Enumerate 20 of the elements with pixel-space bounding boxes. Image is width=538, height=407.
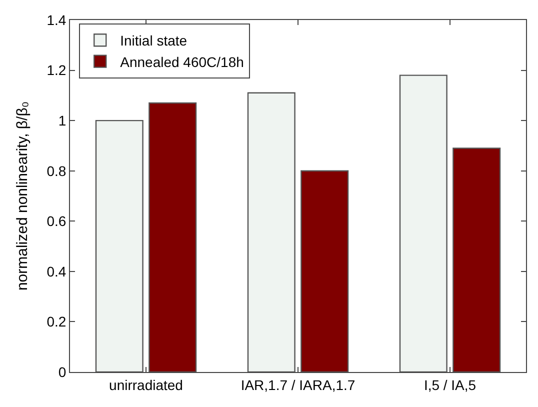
y-tick-label: 0.4	[46, 263, 66, 280]
legend-label: Initial state	[120, 32, 188, 49]
y-tick-label: 0.2	[46, 314, 66, 330]
x-tick-label: IAR,1.7 / IARA,1.7	[240, 376, 356, 393]
legend-label: Annealed 460C/18h	[120, 54, 244, 70]
y-tick-label: 0.6	[46, 213, 66, 230]
y-tick-label: 0	[58, 364, 66, 380]
y-axis-title: normalized nonlinearity, β/β₀	[14, 101, 31, 291]
bar	[148, 102, 197, 372]
x-tick-label: I,5 / IA,5	[424, 376, 476, 393]
bar	[300, 170, 349, 372]
y-tick-label: 1.2	[46, 62, 66, 78]
x-tick-label: unirradiated	[109, 376, 183, 393]
y-tick-label: 0.8	[46, 162, 66, 179]
bar	[399, 74, 448, 372]
y-tick-label: 1.4	[46, 12, 66, 28]
y-tick-label: 1	[58, 112, 66, 128]
bar	[247, 92, 296, 372]
bar	[95, 120, 144, 372]
bar	[452, 148, 501, 372]
